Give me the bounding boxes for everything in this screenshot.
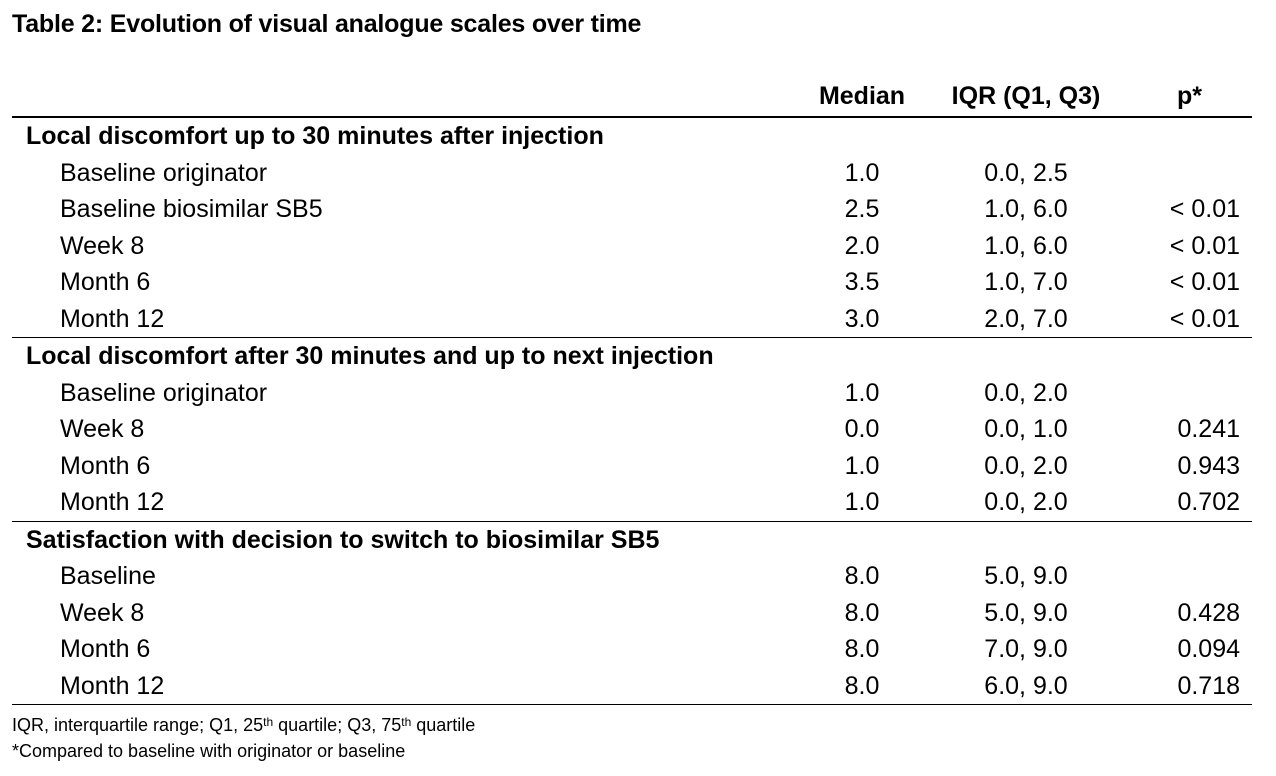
row-label: Week 8 <box>60 598 145 627</box>
section-label: Local discomfort after 30 minutes and up… <box>26 342 714 370</box>
footnote-abbreviations: IQR, interquartile range; Q1, 25th quart… <box>12 715 476 735</box>
cell-iqr: 1.0, 6.0 <box>984 195 1068 223</box>
table-row: Month 12 8.0 6.0, 9.0 0.718 <box>12 668 1252 705</box>
table-title: Table 2: Evolution of visual analogue sc… <box>12 10 642 38</box>
cell-median: 1.0 <box>844 488 880 516</box>
cell-iqr: 0.0, 1.0 <box>984 415 1068 443</box>
table-footnotes: IQR, interquartile range; Q1, 25th quart… <box>12 712 475 764</box>
cell-iqr: 0.0, 2.0 <box>984 378 1068 407</box>
row-label: Month 6 <box>60 451 151 480</box>
cell-p: < 0.01 <box>1169 231 1240 260</box>
table-row: Baseline originator 1.0 0.0, 2.0 <box>12 375 1252 412</box>
table-row: Week 8 8.0 5.0, 9.0 0.428 <box>12 595 1252 632</box>
cell-median: 8.0 <box>844 635 880 663</box>
table-row: Month 12 3.0 2.0, 7.0 < 0.01 <box>12 301 1252 338</box>
table-row: Week 8 2.0 1.0, 6.0 < 0.01 <box>12 228 1252 265</box>
cell-p: 0.718 <box>1177 671 1240 700</box>
table-row: Week 8 0.0 0.0, 1.0 0.241 <box>12 411 1252 448</box>
cell-median: 3.0 <box>844 304 880 333</box>
table-row: Month 6 1.0 0.0, 2.0 0.943 <box>12 448 1252 485</box>
row-label: Month 12 <box>60 671 165 700</box>
cell-p: < 0.01 <box>1169 304 1240 333</box>
row-label: Baseline biosimilar SB5 <box>60 195 323 223</box>
section-row: Local discomfort after 30 minutes and up… <box>12 338 1252 375</box>
cell-iqr: 0.0, 2.0 <box>984 451 1068 480</box>
cell-iqr: 2.0, 7.0 <box>984 304 1068 333</box>
row-label: Week 8 <box>60 231 145 260</box>
cell-median: 2.0 <box>844 231 880 260</box>
row-label: Baseline originator <box>60 378 268 407</box>
section-row: Local discomfort up to 30 minutes after … <box>12 118 1252 155</box>
table-header: Median IQR (Q1, Q3) p* <box>12 76 1252 118</box>
table-row: Baseline 8.0 5.0, 9.0 <box>12 558 1252 595</box>
table-row: Month 6 3.5 1.0, 7.0 < 0.01 <box>12 264 1252 301</box>
cell-iqr: 0.0, 2.5 <box>984 158 1068 187</box>
cell-p: < 0.01 <box>1169 195 1240 223</box>
header-p: p* <box>1177 82 1202 110</box>
table-row: Baseline originator 1.0 0.0, 2.5 <box>12 155 1252 192</box>
table-row: Baseline biosimilar SB5 2.5 1.0, 6.0 < 0.01 <box>12 191 1252 228</box>
cell-p: 0.428 <box>1177 598 1240 627</box>
cell-iqr: 6.0, 9.0 <box>984 671 1068 700</box>
section-label: Local discomfort up to 30 minutes after … <box>26 122 604 150</box>
row-label: Month 6 <box>60 268 151 296</box>
results-table: Median IQR (Q1, Q3) p* Local discomfort … <box>12 76 1252 705</box>
cell-iqr: 5.0, 9.0 <box>984 562 1068 590</box>
cell-median: 8.0 <box>844 598 880 627</box>
section-row: Satisfaction with decision to switch to … <box>12 522 1252 559</box>
header-median: Median <box>818 82 906 110</box>
header-iqr: IQR (Q1, Q3) <box>951 82 1101 110</box>
cell-iqr: 1.0, 7.0 <box>984 268 1068 296</box>
cell-median: 3.5 <box>844 268 880 296</box>
cell-median: 1.0 <box>844 158 880 187</box>
cell-median: 2.5 <box>844 195 880 223</box>
cell-p: 0.702 <box>1177 488 1240 516</box>
section-label: Satisfaction with decision to switch to … <box>26 525 660 554</box>
cell-median: 8.0 <box>844 671 880 700</box>
row-label: Baseline <box>60 562 156 590</box>
cell-iqr: 7.0, 9.0 <box>984 635 1068 663</box>
row-label: Week 8 <box>60 415 145 443</box>
cell-p: 0.943 <box>1177 451 1240 480</box>
cell-p: 0.241 <box>1177 415 1240 443</box>
cell-median: 1.0 <box>844 451 880 480</box>
cell-iqr: 5.0, 9.0 <box>984 598 1068 627</box>
row-label: Month 12 <box>60 488 165 516</box>
cell-p: < 0.01 <box>1169 268 1240 296</box>
cell-median: 0.0 <box>844 415 880 443</box>
row-label: Month 6 <box>60 635 151 663</box>
cell-median: 8.0 <box>844 562 880 590</box>
cell-p: 0.094 <box>1177 635 1240 663</box>
cell-iqr: 1.0, 6.0 <box>984 231 1068 260</box>
table-row: Month 12 1.0 0.0, 2.0 0.702 <box>12 484 1252 522</box>
cell-median: 1.0 <box>844 378 880 407</box>
table-row: Month 6 8.0 7.0, 9.0 0.094 <box>12 631 1252 668</box>
footnote-comparison: *Compared to baseline with originator or… <box>12 741 406 761</box>
row-label: Baseline originator <box>60 158 268 187</box>
row-label: Month 12 <box>60 304 165 333</box>
cell-iqr: 0.0, 2.0 <box>984 488 1068 516</box>
